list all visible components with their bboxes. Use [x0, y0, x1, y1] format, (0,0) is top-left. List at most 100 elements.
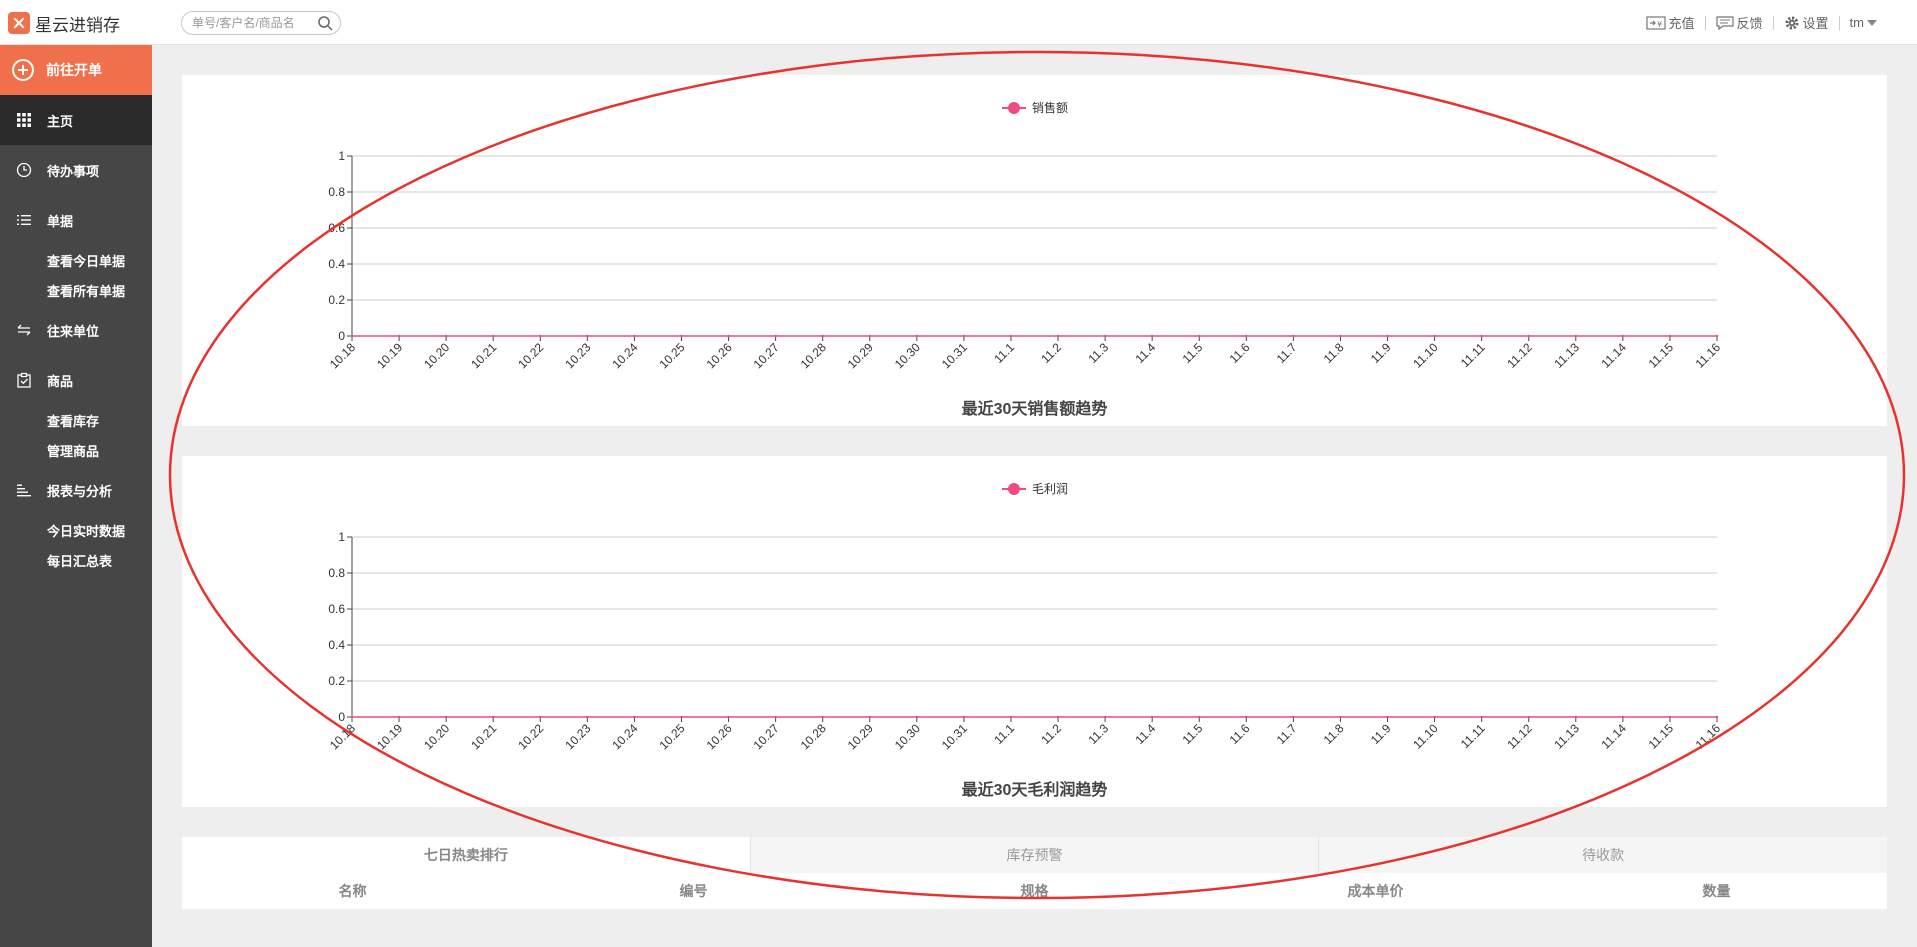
bars-icon — [15, 481, 33, 499]
data-point — [1715, 334, 1719, 338]
app-logo[interactable]: 星云进销存 — [8, 11, 120, 35]
x-tick-label: 11.16 — [1693, 340, 1724, 371]
x-tick-label: 10.22 — [515, 340, 546, 371]
sidebar-subitem-today-documents[interactable]: 查看今日单据 — [47, 254, 126, 269]
sidebar-subitem-today-realtime[interactable]: 今日实时数据 — [47, 524, 126, 539]
recharge-button[interactable]: ¥ 充值 — [1645, 13, 1695, 32]
data-point — [539, 715, 542, 719]
data-point — [397, 334, 401, 338]
x-tick-label: 11.6 — [1227, 721, 1253, 747]
y-tick-label: 1 — [338, 530, 345, 544]
x-tick-label: 10.28 — [798, 721, 829, 752]
data-point — [1715, 715, 1719, 719]
data-point — [1198, 715, 1201, 719]
sidebar-item-documents[interactable]: 单据 — [0, 195, 152, 245]
x-tick-label: 11.9 — [1368, 340, 1394, 366]
y-tick-label: 1 — [338, 149, 345, 163]
tab-receivables[interactable]: 待收款 — [1582, 847, 1625, 863]
x-tick-label: 10.30 — [892, 340, 923, 371]
user-menu[interactable]: tm — [1850, 15, 1877, 30]
tab-stock-warning[interactable]: 库存预警 — [751, 837, 1320, 873]
data-point — [1103, 715, 1107, 719]
data-point — [1056, 715, 1060, 719]
data-point — [962, 334, 966, 338]
data-point — [680, 715, 683, 719]
settings-button[interactable]: 设置 — [1784, 13, 1829, 32]
data-point — [1386, 715, 1389, 719]
data-point — [492, 334, 495, 338]
recharge-label: 充值 — [1668, 16, 1695, 31]
x-tick-label: 11.7 — [1274, 721, 1300, 747]
y-tick-label: 0.2 — [328, 293, 345, 307]
search-icon[interactable] — [317, 15, 334, 32]
data-point — [1245, 334, 1248, 338]
y-tick-label: 0.4 — [328, 638, 345, 652]
data-point — [397, 715, 401, 719]
data-point — [633, 715, 636, 719]
data-point — [444, 715, 448, 719]
data-point — [1150, 715, 1154, 719]
app-title: 星云进销存 — [35, 15, 120, 35]
feedback-label: 反馈 — [1736, 16, 1763, 31]
data-point — [1574, 715, 1577, 719]
data-point — [1009, 334, 1013, 338]
sidebar-item-reports[interactable]: 报表与分析 — [0, 465, 152, 515]
tab-weekly-bestsellers[interactable]: 七日热卖排行 — [182, 837, 751, 873]
sidebar-item-todo[interactable]: 待办事项 — [0, 145, 152, 195]
data-point — [1668, 715, 1672, 719]
column-header-quantity: 数量 — [1702, 883, 1731, 899]
column-header-code: 编号 — [679, 883, 708, 899]
data-point — [774, 715, 777, 719]
sidebar-item-goods[interactable]: 商品 — [0, 355, 152, 405]
sidebar-subitem-all-documents[interactable]: 查看所有单据 — [47, 284, 126, 299]
column-header-unit-cost: 成本单价 — [1347, 883, 1404, 899]
bottom-tabs: 七日热卖排行 库存预警 待收款 — [182, 837, 1887, 873]
data-point — [1480, 334, 1483, 338]
data-point — [1386, 334, 1389, 338]
new-order-button[interactable]: 前往开单 — [0, 45, 152, 95]
search-input[interactable] — [192, 15, 312, 31]
plus-circle-icon — [12, 59, 34, 81]
x-tick-label: 11.8 — [1321, 721, 1347, 747]
sidebar-subitem-manage-goods[interactable]: 管理商品 — [47, 444, 100, 459]
data-point — [586, 334, 589, 338]
divider — [1704, 15, 1706, 30]
data-point — [1621, 715, 1625, 719]
sidebar-item-home[interactable]: 主页 — [0, 95, 152, 145]
data-point — [1009, 715, 1013, 719]
data-point — [1245, 715, 1248, 719]
top-bar: 星云进销存 ¥ 充值 反馈 — [0, 0, 1917, 45]
logo-icon — [8, 12, 30, 34]
user-name: tm — [1849, 15, 1864, 30]
data-point — [821, 715, 824, 719]
new-order-label: 前往开单 — [46, 62, 102, 78]
x-tick-label: 10.25 — [656, 721, 687, 752]
data-point — [1339, 334, 1342, 338]
chat-icon — [1715, 15, 1734, 30]
chart-title: 最近30天销售额趋势 — [961, 401, 1108, 418]
data-point — [680, 334, 683, 338]
sidebar-subitem-daily-summary[interactable]: 每日汇总表 — [47, 554, 113, 569]
data-point — [1198, 334, 1201, 338]
x-tick-label: 11.1 — [991, 721, 1017, 747]
x-tick-label: 10.20 — [421, 340, 452, 371]
feedback-button[interactable]: 反馈 — [1715, 13, 1763, 32]
x-tick-label: 11.1 — [991, 340, 1017, 366]
gear-icon — [1785, 16, 1799, 29]
clipboard-check-icon — [15, 371, 33, 389]
data-point — [1103, 334, 1107, 338]
x-tick-label: 10.19 — [374, 721, 405, 752]
data-point — [1292, 334, 1295, 338]
sidebar-subitem-view-inventory[interactable]: 查看库存 — [47, 414, 100, 429]
y-tick-label: 0.2 — [328, 674, 345, 688]
x-tick-label: 10.20 — [421, 721, 452, 752]
data-point — [350, 715, 354, 719]
x-tick-label: 10.30 — [892, 721, 923, 752]
x-tick-label: 11.7 — [1274, 340, 1300, 366]
grid-icon — [15, 111, 33, 129]
x-tick-label: 11.11 — [1458, 340, 1488, 370]
x-tick-label: 10.28 — [798, 340, 829, 371]
data-point — [444, 334, 448, 338]
sidebar-item-partners[interactable]: 往来单位 — [0, 305, 152, 355]
y-tick-label: 0 — [338, 329, 345, 343]
